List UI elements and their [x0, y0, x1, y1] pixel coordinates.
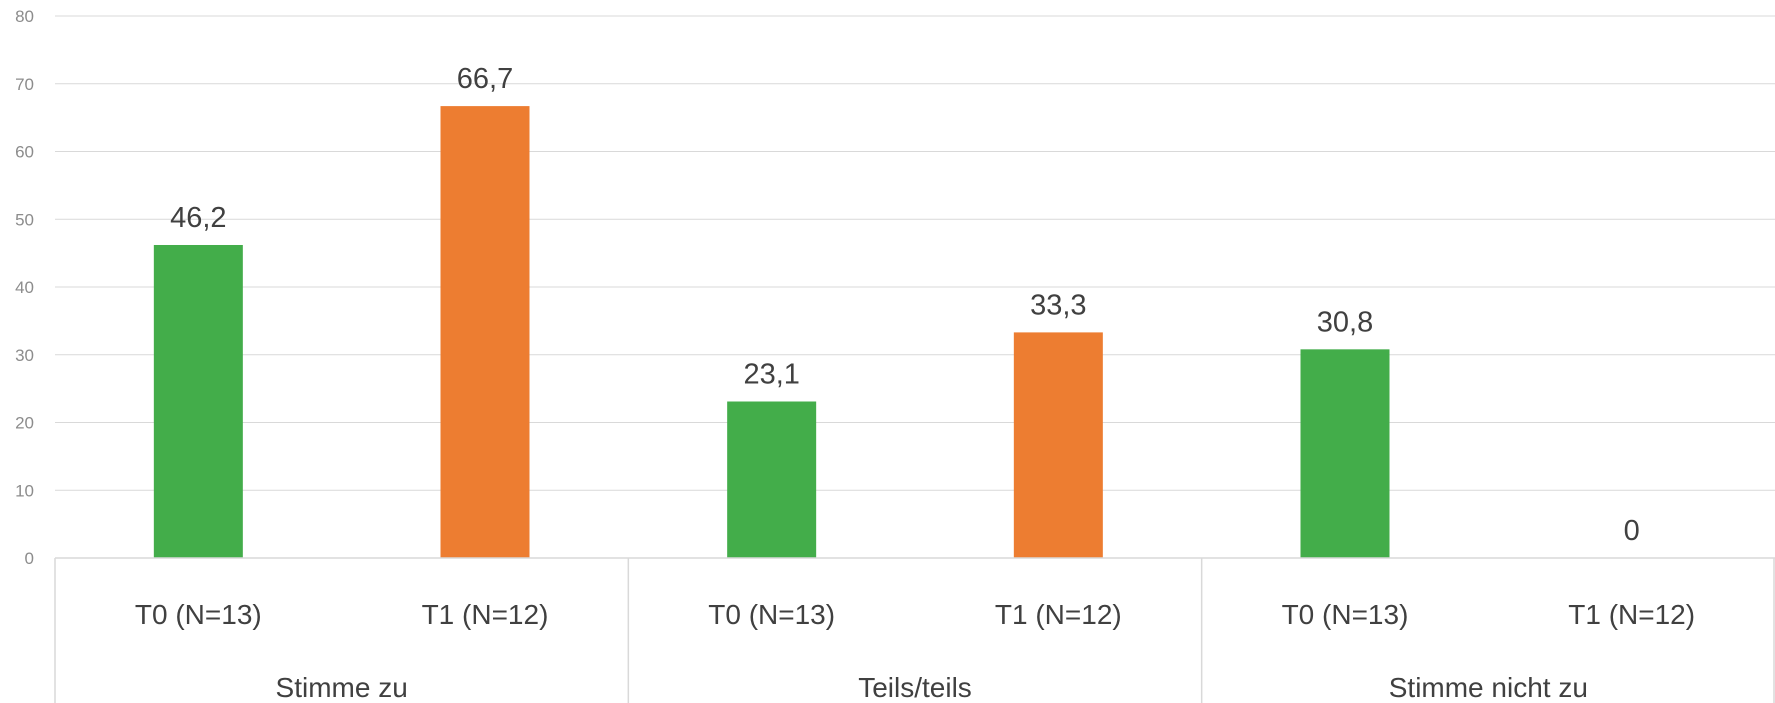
data-label: 30,8: [1317, 306, 1373, 338]
y-tick-label: 70: [15, 75, 34, 94]
y-tick-label: 80: [15, 7, 34, 26]
y-tick-label: 50: [15, 210, 34, 229]
bar: [1300, 349, 1390, 558]
x-tick-label: T0 (N=13): [135, 599, 262, 630]
data-labels: 46,2 66,7 23,1 33,3 30,8 0: [170, 63, 1640, 547]
y-tick-label: 60: [15, 143, 34, 162]
bar: [153, 244, 243, 558]
y-tick-label: 0: [25, 549, 34, 568]
data-label: 46,2: [170, 202, 226, 234]
y-tick-label: 10: [15, 481, 34, 500]
x-tick-label: T0 (N=13): [708, 599, 835, 630]
group-label: Stimme nicht zu: [1389, 672, 1588, 703]
data-label: 33,3: [1030, 289, 1086, 321]
bars: [153, 106, 1390, 559]
y-tick-label: 40: [15, 278, 34, 297]
x-tick-label: T1 (N=12): [1568, 599, 1695, 630]
y-tick-label: 30: [15, 346, 34, 365]
x-tick-label: T0 (N=13): [1282, 599, 1409, 630]
y-tick-label: 20: [15, 414, 34, 433]
gridlines: [55, 15, 1775, 559]
x-tick-label: T1 (N=12): [995, 599, 1122, 630]
group-label: Stimme zu: [276, 672, 408, 703]
data-label: 66,7: [457, 63, 513, 95]
data-label: 23,1: [743, 358, 799, 390]
group-label: Teils/teils: [858, 672, 972, 703]
x-axis: T0 (N=13) T1 (N=12) Stimme zu T0 (N=13) T1 (…: [54, 557, 1775, 703]
bar: [440, 106, 530, 559]
y-axis: 0 10 20 30 40 50 60 70 80: [15, 7, 34, 568]
bar: [1013, 332, 1103, 558]
bar: [727, 401, 817, 558]
data-label: 0: [1624, 515, 1640, 547]
x-tick-label: T1 (N=12): [422, 599, 549, 630]
